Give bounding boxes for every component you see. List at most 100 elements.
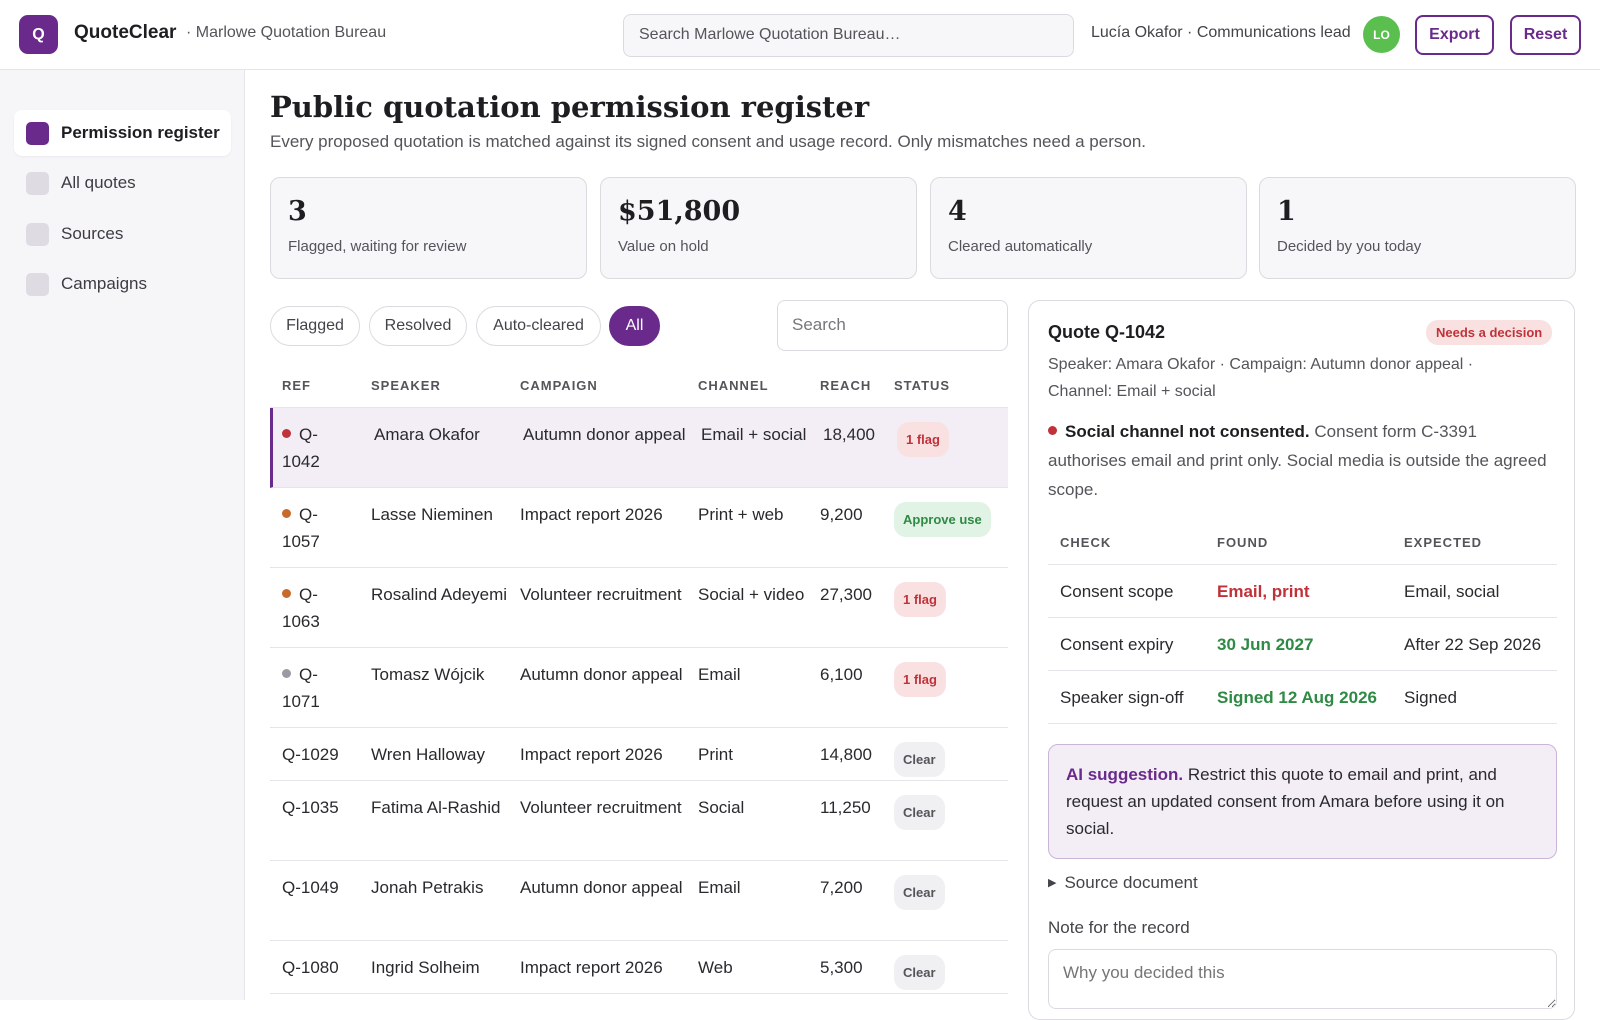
- user-label: Lucía Okafor · Communications lead: [1091, 24, 1351, 41]
- global-search-input[interactable]: Search Marlowe Quotation Bureau…: [623, 14, 1074, 57]
- sidebar-item-sources[interactable]: Sources: [14, 211, 231, 257]
- ref-number: 1063: [282, 612, 320, 631]
- table-header: REF SPEAKER CAMPAIGN CHANNEL REACH STATU…: [270, 366, 1008, 408]
- cell-reach: 7,200: [820, 878, 863, 897]
- reset-button[interactable]: Reset: [1510, 15, 1581, 55]
- cell-reach: 11,250: [820, 798, 871, 817]
- column-header-ref[interactable]: REF: [282, 378, 311, 393]
- sidebar-item-campaigns[interactable]: Campaigns: [14, 261, 231, 307]
- stat-value: 4: [948, 196, 967, 227]
- column-header-reach[interactable]: REACH: [820, 378, 872, 393]
- cell-campaign: Autumn donor appeal: [523, 425, 686, 444]
- stat-value: 3: [288, 196, 307, 227]
- issue-text: Consent form C-3391 authorises email and…: [1048, 422, 1547, 499]
- status-badge: Clear: [894, 742, 945, 777]
- column-header-check: CHECK: [1060, 535, 1112, 550]
- checks-table: CHECK FOUND EXPECTED Consent scope Email,…: [1048, 523, 1557, 724]
- cell-speaker: Fatima Al-Rashid: [371, 798, 501, 817]
- cell-channel: Email: [698, 878, 741, 897]
- sidebar-item-all-quotes[interactable]: All quotes: [14, 160, 231, 206]
- status-dot-icon: [282, 509, 291, 518]
- ref-text: Q-1035: [282, 798, 339, 817]
- filter-auto-cleared[interactable]: Auto-cleared: [476, 306, 601, 346]
- ref-text: Q-1080: [282, 958, 339, 977]
- cell-channel: Social: [698, 798, 745, 817]
- filter-flagged[interactable]: Flagged: [270, 306, 360, 346]
- detail-title: Quote Q-1042: [1048, 322, 1166, 342]
- ai-suggestion-text: Restrict this quote to email and print, …: [1066, 765, 1505, 838]
- filter-all[interactable]: All: [609, 306, 660, 346]
- check-found: 30 Jun 2027: [1217, 635, 1314, 654]
- cell-speaker: Amara Okafor: [374, 425, 480, 444]
- cell-campaign: Autumn donor appeal: [520, 878, 683, 897]
- app-logo[interactable]: Q: [19, 15, 58, 54]
- status-badge: 1 flag: [897, 422, 949, 457]
- ref-text: Q-1049: [282, 878, 339, 897]
- ref-number: 1042: [282, 452, 320, 471]
- table-row[interactable]: Q-1049 Jonah Petrakis Autumn donor appeal E…: [270, 861, 1008, 941]
- app-name: QuoteClear: [74, 22, 177, 43]
- table-search-input[interactable]: Search: [777, 300, 1008, 351]
- checks-body: Consent scope Email, print Email, social Co…: [1048, 565, 1557, 724]
- column-header-speaker[interactable]: SPEAKER: [371, 378, 441, 393]
- source-document-toggle[interactable]: ▶ Source document: [1048, 873, 1198, 893]
- cell-campaign: Autumn donor appeal: [520, 665, 683, 684]
- checks-header: CHECK FOUND EXPECTED: [1048, 523, 1557, 565]
- note-input[interactable]: [1048, 949, 1557, 1009]
- sidebar-item-permission-register[interactable]: Permission register: [14, 110, 231, 156]
- stat-label: Flagged, waiting for review: [288, 238, 467, 255]
- cell-reach: 27,300: [820, 585, 872, 604]
- table-row[interactable]: Q-1080 Ingrid Solheim Impact report 2026 We…: [270, 941, 1008, 994]
- cell-channel: Email + social: [701, 425, 807, 444]
- ref-text: Q-: [299, 425, 318, 444]
- column-header-status[interactable]: STATUS: [894, 378, 951, 393]
- status-badge[interactable]: Approve use: [894, 502, 991, 537]
- quotes-table: REF SPEAKER CAMPAIGN CHANNEL REACH STATU…: [270, 366, 1008, 994]
- page-title: Public quotation permission register: [270, 90, 870, 124]
- quotes-icon: [26, 171, 49, 195]
- table-row[interactable]: Q- 1042 Amara Okafor Autumn donor appeal Ema…: [270, 408, 1008, 488]
- check-row: Consent expiry 30 Jun 2027 After 22 Sep 20…: [1048, 618, 1557, 671]
- ref-text: Q-: [299, 665, 318, 684]
- cell-speaker: Wren Halloway: [371, 745, 486, 764]
- issue-title: Social channel not consented.: [1065, 422, 1310, 441]
- table-row[interactable]: Q- 1063 Rosalind Adeyemi Volunteer recruitm…: [270, 568, 1008, 648]
- sources-icon: [26, 222, 49, 246]
- table-row[interactable]: Q- 1071 Tomasz Wójcik Autumn donor appeal Em…: [270, 648, 1008, 728]
- cell-campaign: Impact report 2026: [520, 958, 663, 977]
- cell-ref: Q- 1063: [282, 581, 362, 635]
- check-row: Consent scope Email, print Email, social: [1048, 565, 1557, 618]
- export-button[interactable]: Export: [1415, 15, 1494, 55]
- column-header-channel[interactable]: CHANNEL: [698, 378, 769, 393]
- cell-channel: Web: [698, 958, 733, 977]
- cell-campaign: Volunteer recruitment: [520, 798, 682, 817]
- cell-ref: Q-1029: [282, 741, 362, 768]
- ref-number: 1071: [282, 692, 320, 711]
- stat-card-decided-today: 1 Decided by you today: [1259, 177, 1576, 279]
- cell-ref: Q- 1042: [282, 421, 362, 475]
- register-icon: [26, 121, 49, 145]
- cell-status: Clear: [894, 795, 945, 830]
- table-row[interactable]: Q- 1057 Lasse Nieminen Impact report 2026 Pr…: [270, 488, 1008, 568]
- status-dot-icon: [282, 589, 291, 598]
- table-row[interactable]: Q-1029 Wren Halloway Impact report 2026 Pri…: [270, 728, 1008, 781]
- ai-suggestion: AI suggestion. Restrict this quote to em…: [1048, 744, 1557, 859]
- stat-card-value-on-hold: $51,800 Value on hold: [600, 177, 917, 279]
- flag-dot-icon: [1048, 426, 1057, 435]
- check-name: Consent scope: [1060, 582, 1174, 601]
- sidebar-item-label: All quotes: [61, 173, 136, 192]
- avatar[interactable]: LO: [1363, 16, 1400, 53]
- cell-status: 1 flag: [894, 582, 946, 617]
- table-row[interactable]: Q-1035 Fatima Al-Rashid Volunteer recruitm…: [270, 781, 1008, 861]
- sidebar-item-label: Campaigns: [61, 274, 147, 293]
- cell-status: 1 flag: [897, 422, 949, 457]
- cell-campaign: Impact report 2026: [520, 745, 663, 764]
- org-name: · Marlowe Quotation Bureau: [186, 24, 387, 41]
- check-name: Speaker sign-off: [1060, 688, 1184, 707]
- cell-ref: Q-1035: [282, 794, 362, 821]
- filter-resolved[interactable]: Resolved: [369, 306, 467, 346]
- cell-ref: Q-1080: [282, 954, 362, 981]
- stat-label: Cleared automatically: [948, 238, 1093, 255]
- table-body: Q- 1042 Amara Okafor Autumn donor appeal Ema…: [270, 408, 1008, 994]
- column-header-campaign[interactable]: CAMPAIGN: [520, 378, 598, 393]
